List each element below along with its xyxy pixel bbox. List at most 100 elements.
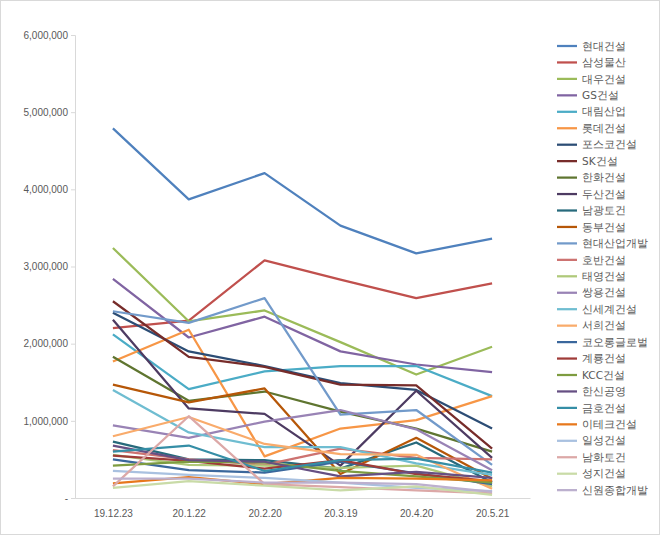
legend-item: 남광토건 <box>557 204 626 216</box>
y-tick-label: 2,000,000 <box>24 338 69 349</box>
chart: -1,000,0002,000,0003,000,0004,000,0005,0… <box>0 0 660 535</box>
y-tick-mark <box>71 189 75 190</box>
legend-swatch <box>557 111 577 113</box>
legend-label: 서희건설 <box>582 319 626 331</box>
series-line <box>113 320 492 466</box>
legend-label: 태영건설 <box>582 270 626 282</box>
legend-item: 호반건설 <box>557 254 626 266</box>
legend-swatch <box>557 390 577 392</box>
legend-swatch <box>557 78 577 80</box>
legend-item: SK건설 <box>557 155 618 167</box>
legend-label: 두산건설 <box>582 188 626 200</box>
legend-label: 대림산업 <box>582 105 626 117</box>
y-tick-label: - <box>65 493 68 504</box>
legend-swatch <box>557 61 577 63</box>
series-line <box>113 301 492 448</box>
legend-item: 한화건설 <box>557 171 626 183</box>
legend-label: 현대산업개발 <box>582 237 648 249</box>
x-tick: 20.1.22 <box>173 498 207 519</box>
legend-label: 계룡건설 <box>582 352 626 364</box>
legend-item: 금호건설 <box>557 402 626 414</box>
y-tick-mark <box>71 344 75 345</box>
y-tick: 4,000,000 <box>24 184 76 195</box>
y-tick-label: 3,000,000 <box>24 261 69 272</box>
y-tick: 1,000,000 <box>24 416 76 427</box>
legend-swatch <box>557 127 577 129</box>
legend-label: 한화건설 <box>582 171 626 183</box>
y-tick-mark <box>71 112 75 113</box>
legend-item: 두산건설 <box>557 188 626 200</box>
legend-label: 금호건설 <box>582 402 626 414</box>
legend-swatch <box>557 292 577 294</box>
legend-item: 일성건설 <box>557 434 626 446</box>
legend-swatch <box>557 144 577 146</box>
legend-swatch <box>557 341 577 343</box>
legend-swatch <box>557 242 577 244</box>
x-tick-label: 20.4.20 <box>400 508 434 519</box>
legend-swatch <box>557 209 577 211</box>
legend: 현대건설삼성물산대우건설 GS건설대림산업롯데건설포스코건설 SK건설한화건설두산건… <box>557 40 648 496</box>
series-line <box>113 385 492 479</box>
legend-label: 현대건설 <box>582 40 626 52</box>
legend-item: 롯데건설 <box>557 122 626 134</box>
x-tick: 20.5.21 <box>476 498 510 519</box>
legend-swatch <box>557 489 577 491</box>
legend-item: 삼성물산 <box>557 56 626 68</box>
legend-item: 쌍용건설 <box>557 286 626 298</box>
legend-label: 포스코건설 <box>582 138 637 150</box>
legend-item: 신원종합개발 <box>557 484 648 496</box>
y-tick: - <box>65 493 75 504</box>
legend-item: GS건설 <box>557 89 619 101</box>
legend-label: 한신공영 <box>582 385 626 397</box>
legend-label: 호반건설 <box>582 254 626 266</box>
legend-label: 신세계건설 <box>582 303 637 315</box>
legend-label: 삼성물산 <box>582 56 626 68</box>
x-tick-label: 20.5.21 <box>476 508 510 519</box>
x-axis-line <box>76 498 531 499</box>
legend-swatch <box>557 94 577 96</box>
x-axis: 19.12.2320.1.2220.2.2020.3.1920.4.2020.5… <box>76 498 531 519</box>
legend-item: 대림산업 <box>557 105 626 117</box>
legend-label: 일성건설 <box>582 434 626 446</box>
legend-swatch <box>557 176 577 178</box>
legend-swatch <box>557 473 577 475</box>
legend-swatch <box>557 193 577 195</box>
legend-swatch <box>557 259 577 261</box>
legend-swatch <box>557 456 577 458</box>
y-axis: -1,000,0002,000,0003,000,0004,000,0005,0… <box>24 30 76 504</box>
legend-swatch <box>557 160 577 162</box>
legend-swatch <box>557 374 577 376</box>
legend-label: 성지건설 <box>582 467 626 479</box>
x-tick: 20.4.20 <box>400 498 434 519</box>
legend-swatch <box>557 440 577 442</box>
x-tick: 20.2.20 <box>248 498 282 519</box>
legend-item: 이테크건설 <box>557 418 637 430</box>
legend-label: 신원종합개발 <box>582 484 648 496</box>
series-line <box>113 128 492 253</box>
series-line <box>113 446 492 473</box>
legend-label: 쌍용건설 <box>582 286 626 298</box>
legend-label: GS건설 <box>582 89 619 101</box>
legend-label: SK건설 <box>582 155 618 167</box>
y-tick: 6,000,000 <box>24 30 76 41</box>
legend-item: 서희건설 <box>557 319 626 331</box>
legend-label: 남화토건 <box>582 451 626 463</box>
legend-label: KCC건설 <box>582 369 625 381</box>
chart-frame <box>1 1 660 535</box>
legend-swatch <box>557 45 577 47</box>
y-tick-label: 1,000,000 <box>24 416 69 427</box>
x-tick-label: 19.12.23 <box>94 508 133 519</box>
legend-label: 코오롱글로벌 <box>582 336 648 348</box>
legend-label: 이테크건설 <box>582 418 637 430</box>
legend-swatch <box>557 357 577 359</box>
legend-label: 동부건설 <box>582 221 626 233</box>
y-axis-line <box>71 36 76 499</box>
legend-label: 남광토건 <box>582 204 626 216</box>
series-line <box>113 479 492 492</box>
y-tick-label: 4,000,000 <box>24 184 69 195</box>
legend-item: 태영건설 <box>557 270 626 282</box>
legend-item: 대우건설 <box>557 73 626 85</box>
legend-swatch <box>557 325 577 327</box>
legend-item: 신세계건설 <box>557 303 637 315</box>
lines <box>113 128 492 495</box>
